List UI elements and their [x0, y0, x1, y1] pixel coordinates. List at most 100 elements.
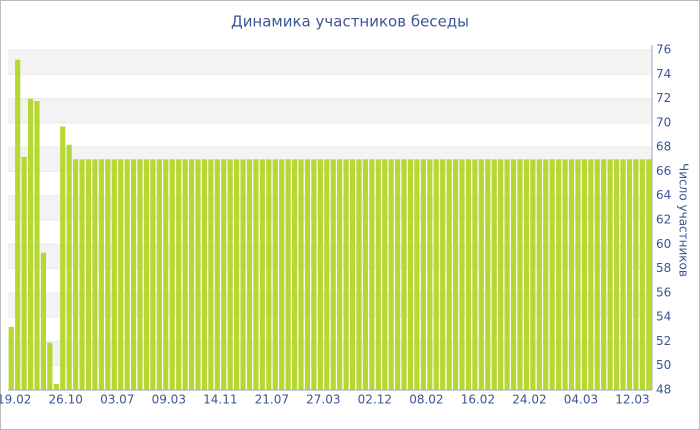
bar	[549, 159, 555, 390]
stripe	[8, 195, 652, 220]
bar	[337, 159, 343, 390]
bar	[369, 159, 375, 390]
x-tick-label: 04.03	[564, 393, 598, 407]
bar	[440, 159, 446, 390]
bar	[98, 159, 104, 390]
bar	[485, 159, 491, 390]
bar	[253, 159, 259, 390]
bar	[176, 159, 182, 390]
y-tick-label: 48	[656, 383, 671, 397]
bar	[169, 159, 175, 390]
bar	[150, 159, 156, 390]
y-tick-label: 74	[656, 67, 671, 81]
y-tick-label: 72	[656, 91, 671, 105]
bar	[607, 159, 613, 390]
bar	[453, 159, 459, 390]
chart-title: Динамика участников беседы	[231, 13, 469, 31]
x-tick-label: 09.03	[152, 393, 186, 407]
x-tick-label: 19.02	[0, 393, 31, 407]
bar	[375, 159, 381, 390]
x-tick-label: 26.10	[49, 393, 83, 407]
bar	[556, 159, 562, 390]
x-tick-label: 14.11	[203, 393, 237, 407]
y-tick-label: 50	[656, 358, 671, 372]
stripe	[8, 147, 652, 172]
x-tick-label: 08.02	[409, 393, 443, 407]
bar	[581, 159, 587, 390]
bar	[433, 159, 439, 390]
bar	[182, 159, 188, 390]
stripe	[8, 50, 652, 75]
bar	[143, 159, 150, 390]
bar	[214, 159, 220, 390]
bar	[279, 159, 285, 390]
bar	[317, 159, 323, 390]
bar	[105, 159, 111, 390]
bar	[349, 159, 356, 390]
bar	[311, 159, 317, 390]
bar	[395, 159, 401, 390]
bar	[240, 159, 246, 390]
bar	[472, 159, 478, 390]
x-tick-label: 16.02	[461, 393, 495, 407]
bar	[388, 159, 394, 390]
y-tick-label: 76	[656, 43, 671, 57]
bar	[646, 159, 652, 390]
bar	[53, 383, 59, 390]
bar	[420, 159, 426, 390]
y-axis-label: Число участников	[677, 163, 691, 277]
bar	[92, 159, 98, 390]
bar	[588, 159, 594, 390]
bar	[195, 159, 201, 390]
bar	[478, 159, 484, 390]
bar	[491, 159, 497, 390]
bar	[234, 159, 240, 390]
bar	[118, 159, 124, 390]
bar	[85, 159, 92, 390]
bar	[304, 159, 311, 390]
bar	[156, 159, 162, 390]
bar	[639, 159, 645, 390]
bar	[246, 159, 253, 390]
bar	[330, 159, 336, 390]
bar	[633, 159, 639, 390]
bar	[407, 159, 414, 390]
bar	[362, 159, 368, 390]
x-tick-label: 02.12	[358, 393, 392, 407]
bar	[292, 159, 298, 390]
x-tick-label: 24.02	[512, 393, 546, 407]
bar	[504, 159, 510, 390]
bar	[523, 159, 529, 390]
bar	[15, 59, 21, 390]
bar	[626, 159, 633, 390]
bar	[131, 159, 137, 390]
bar	[620, 159, 626, 390]
bar	[208, 159, 214, 390]
y-tick-label: 54	[656, 310, 671, 324]
bar	[79, 159, 85, 390]
bar	[510, 159, 517, 390]
y-tick-label: 66	[656, 164, 671, 178]
y-tick-label: 64	[656, 188, 671, 202]
bar	[73, 159, 79, 390]
y-tick-label: 58	[656, 261, 671, 275]
bar	[137, 159, 143, 390]
bar	[536, 159, 542, 390]
bar	[356, 159, 362, 390]
stripe	[8, 341, 652, 366]
bar	[201, 159, 207, 390]
bar	[543, 159, 549, 390]
bar	[34, 101, 40, 390]
y-tick-label: 70	[656, 115, 671, 129]
bar	[259, 159, 265, 390]
x-tick-label: 21.07	[255, 393, 289, 407]
bar	[446, 159, 452, 390]
bar	[517, 159, 523, 390]
bar	[21, 156, 27, 390]
bar	[47, 342, 53, 390]
bar	[343, 159, 349, 390]
y-tick-label: 68	[656, 140, 671, 154]
bar	[568, 159, 575, 390]
bar	[60, 126, 66, 390]
bar	[575, 159, 581, 390]
